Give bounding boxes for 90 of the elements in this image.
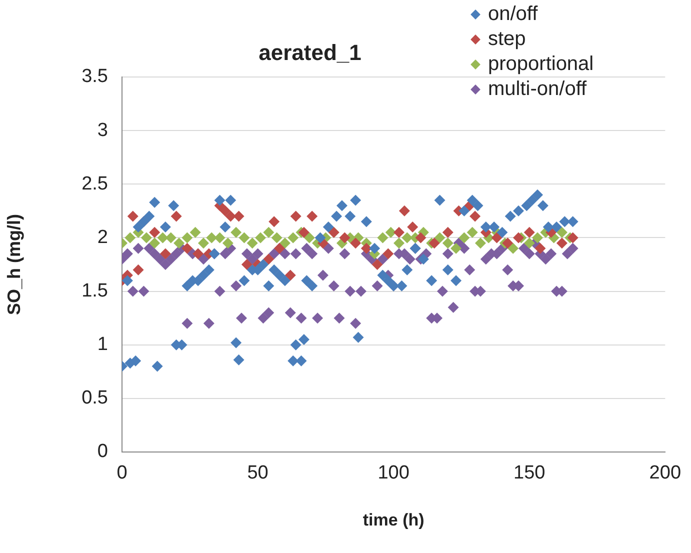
point bbox=[372, 259, 383, 270]
legend-label: proportional bbox=[488, 53, 594, 76]
point bbox=[532, 232, 544, 244]
point bbox=[149, 238, 160, 249]
point bbox=[385, 226, 396, 238]
x-tick-label: 100 bbox=[378, 462, 410, 484]
point bbox=[474, 238, 486, 249]
point bbox=[508, 242, 519, 254]
point bbox=[290, 210, 302, 222]
point bbox=[238, 232, 250, 244]
point bbox=[442, 238, 454, 249]
y-tick-label: 1.5 bbox=[82, 280, 108, 302]
point bbox=[182, 232, 193, 244]
point bbox=[220, 205, 231, 216]
point bbox=[434, 232, 446, 244]
point bbox=[491, 232, 502, 244]
point bbox=[382, 248, 394, 260]
point bbox=[339, 232, 350, 244]
point bbox=[241, 259, 252, 270]
point bbox=[524, 238, 535, 249]
point bbox=[442, 226, 454, 238]
point bbox=[263, 226, 274, 238]
point bbox=[567, 232, 578, 244]
point bbox=[225, 210, 236, 222]
x-tick-label: 50 bbox=[247, 462, 268, 484]
point bbox=[407, 222, 418, 232]
point bbox=[304, 232, 315, 244]
y-tick-label: 3 bbox=[97, 120, 108, 141]
point bbox=[157, 232, 168, 244]
point bbox=[279, 238, 290, 249]
y-tick-label: 1 bbox=[97, 334, 108, 356]
point bbox=[271, 232, 282, 244]
point bbox=[470, 210, 481, 222]
y-tick-label: 2 bbox=[97, 226, 108, 248]
point bbox=[268, 216, 280, 228]
point bbox=[149, 226, 160, 238]
point bbox=[556, 226, 568, 238]
point bbox=[524, 226, 535, 238]
point bbox=[502, 238, 514, 249]
point bbox=[132, 264, 144, 276]
x-axis-title: time (h) bbox=[362, 510, 424, 530]
point bbox=[350, 238, 362, 249]
point bbox=[402, 232, 413, 244]
y-tick-label: 2.5 bbox=[82, 173, 108, 194]
point bbox=[284, 270, 296, 281]
y-tick-label: 0 bbox=[97, 441, 108, 462]
point bbox=[140, 232, 152, 244]
y-tick-label: 0.5 bbox=[82, 388, 108, 409]
legend-label: on/off bbox=[488, 3, 538, 26]
point bbox=[288, 232, 299, 244]
point bbox=[513, 232, 524, 244]
point bbox=[206, 232, 218, 244]
point bbox=[398, 205, 410, 216]
legend-label: multi-on/off bbox=[488, 78, 587, 101]
point bbox=[160, 248, 171, 260]
point bbox=[246, 238, 258, 249]
point bbox=[255, 232, 266, 244]
point bbox=[450, 242, 462, 254]
point bbox=[306, 210, 318, 222]
x-tick-label: 150 bbox=[514, 462, 546, 484]
point bbox=[298, 226, 310, 238]
x-tick-label: 0 bbox=[116, 462, 128, 484]
point bbox=[263, 254, 274, 265]
y-axis-title: SO_h (mg/l) bbox=[4, 214, 24, 316]
point bbox=[377, 232, 388, 244]
point bbox=[233, 210, 244, 222]
y-tick-label: 3.5 bbox=[82, 66, 108, 88]
point bbox=[222, 238, 234, 249]
point bbox=[394, 238, 405, 249]
point bbox=[198, 238, 209, 249]
point bbox=[534, 242, 546, 254]
point bbox=[556, 238, 568, 249]
point bbox=[127, 210, 138, 222]
point bbox=[230, 226, 242, 238]
point bbox=[165, 232, 176, 244]
point bbox=[360, 242, 372, 254]
point bbox=[394, 226, 405, 238]
point bbox=[214, 232, 226, 244]
chart-title: aerated_1 bbox=[258, 40, 362, 66]
point bbox=[170, 210, 182, 222]
point bbox=[182, 242, 193, 254]
point bbox=[190, 226, 201, 238]
point bbox=[458, 232, 470, 244]
point bbox=[415, 232, 426, 244]
legend-label: step bbox=[488, 28, 526, 51]
point bbox=[174, 238, 185, 249]
point bbox=[466, 226, 478, 238]
x-tick-label: 200 bbox=[649, 462, 681, 484]
point bbox=[428, 238, 440, 249]
point bbox=[124, 232, 136, 244]
